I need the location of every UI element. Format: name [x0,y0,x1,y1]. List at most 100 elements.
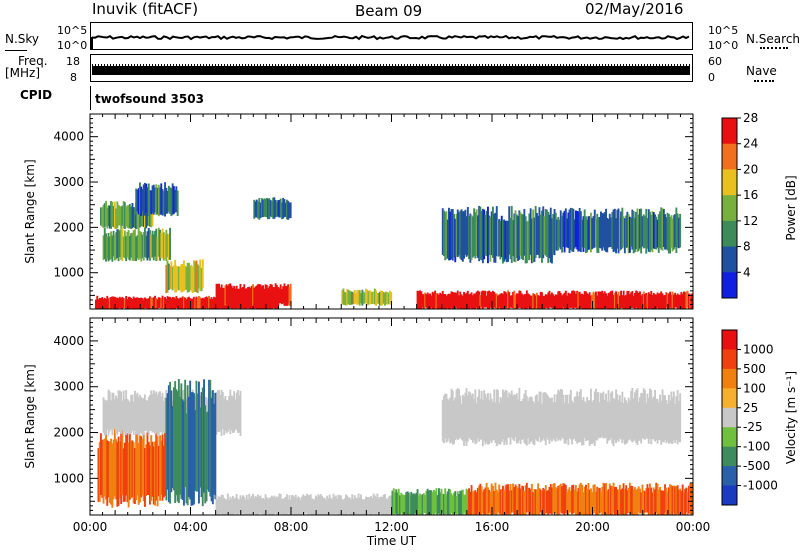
data-cell [620,402,622,440]
x-tick-label: 16:00 [475,520,510,534]
y-tick-label: 1000 [53,266,84,280]
data-cell [146,400,149,433]
data-cell [244,298,247,309]
data-cell [438,488,440,514]
data-cell [322,497,325,515]
data-cell [254,201,257,218]
data-cell [254,495,257,515]
data-cell [338,495,341,515]
data-cell [552,294,555,309]
data-cell [280,289,283,305]
data-cell [183,260,185,292]
freq-band [92,66,690,75]
data-cell [259,495,262,514]
data-cell [458,389,460,439]
data-cell [206,411,209,490]
data-cell [556,394,558,438]
data-cell [488,400,491,445]
data-cell [172,387,175,491]
data-cell [669,217,671,254]
data-cell [484,290,487,308]
data-cell [298,497,301,515]
data-cell [346,495,349,515]
data-cell [356,290,359,305]
nave-tick-top: 60 [708,55,722,68]
data-cell [102,204,105,228]
data-cell [451,390,454,445]
data-cell [601,290,604,309]
data-cell [238,499,241,514]
data-cell [617,208,620,254]
data-cell [210,397,213,502]
data-cell [625,215,628,249]
y-tick-label: 4000 [53,130,84,144]
data-cell [150,190,153,215]
data-cell [661,293,664,309]
data-cell [656,483,659,515]
nsky-underline [5,50,27,51]
data-cell [275,496,278,515]
data-cell [244,288,247,304]
data-cell [519,212,522,256]
data-cell [538,207,541,259]
data-cell [568,394,571,438]
data-cell [623,218,626,254]
data-cell [247,499,249,515]
data-cell [116,398,119,435]
data-cell [430,490,433,515]
data-cell [175,265,178,293]
data-cell [105,400,107,435]
data-cell [664,395,666,440]
data-cell [520,293,523,309]
data-cell [420,495,423,515]
data-cell [166,233,169,258]
data-cell [461,489,464,515]
data-cell [118,441,121,499]
data-cell [478,205,481,262]
data-cell [380,496,383,515]
data-cell [530,218,533,264]
data-cell [630,390,633,441]
data-cell [142,398,145,435]
data-cell [342,499,345,515]
data-cell [204,297,207,309]
data-cell [554,402,557,442]
data-cell [361,499,364,515]
data-cell [166,191,169,214]
data-cell [657,489,660,515]
data-cell [328,494,331,515]
data-cell [646,484,649,513]
colorbar-segment [722,220,737,248]
data-cell [123,442,126,502]
data-cell [195,380,198,492]
data-cell [665,292,668,308]
data-cell [175,389,178,496]
data-cell [188,296,190,309]
y-axis-label: Slant Range [km] [23,364,37,468]
data-cell [567,292,570,309]
data-cell [126,231,129,258]
data-cell [622,403,625,440]
data-cell [665,400,668,444]
data-cell [598,216,601,248]
data-cell [412,493,415,515]
data-cell [487,487,489,515]
data-cell [440,488,443,515]
data-cell [671,397,674,444]
data-cell [567,489,570,515]
data-cell [121,228,124,262]
data-cell [199,259,202,292]
data-cell [532,401,535,445]
data-cell [628,216,631,253]
data-cell [219,497,222,514]
data-cell [685,487,688,513]
data-cell [595,291,597,309]
colorbar-segment [722,349,737,370]
data-cell [136,203,139,229]
data-cell [386,499,389,515]
data-cell [608,401,611,440]
data-cell [642,214,645,249]
data-cell [160,440,163,495]
data-cell [263,198,266,217]
data-cell [585,216,587,253]
